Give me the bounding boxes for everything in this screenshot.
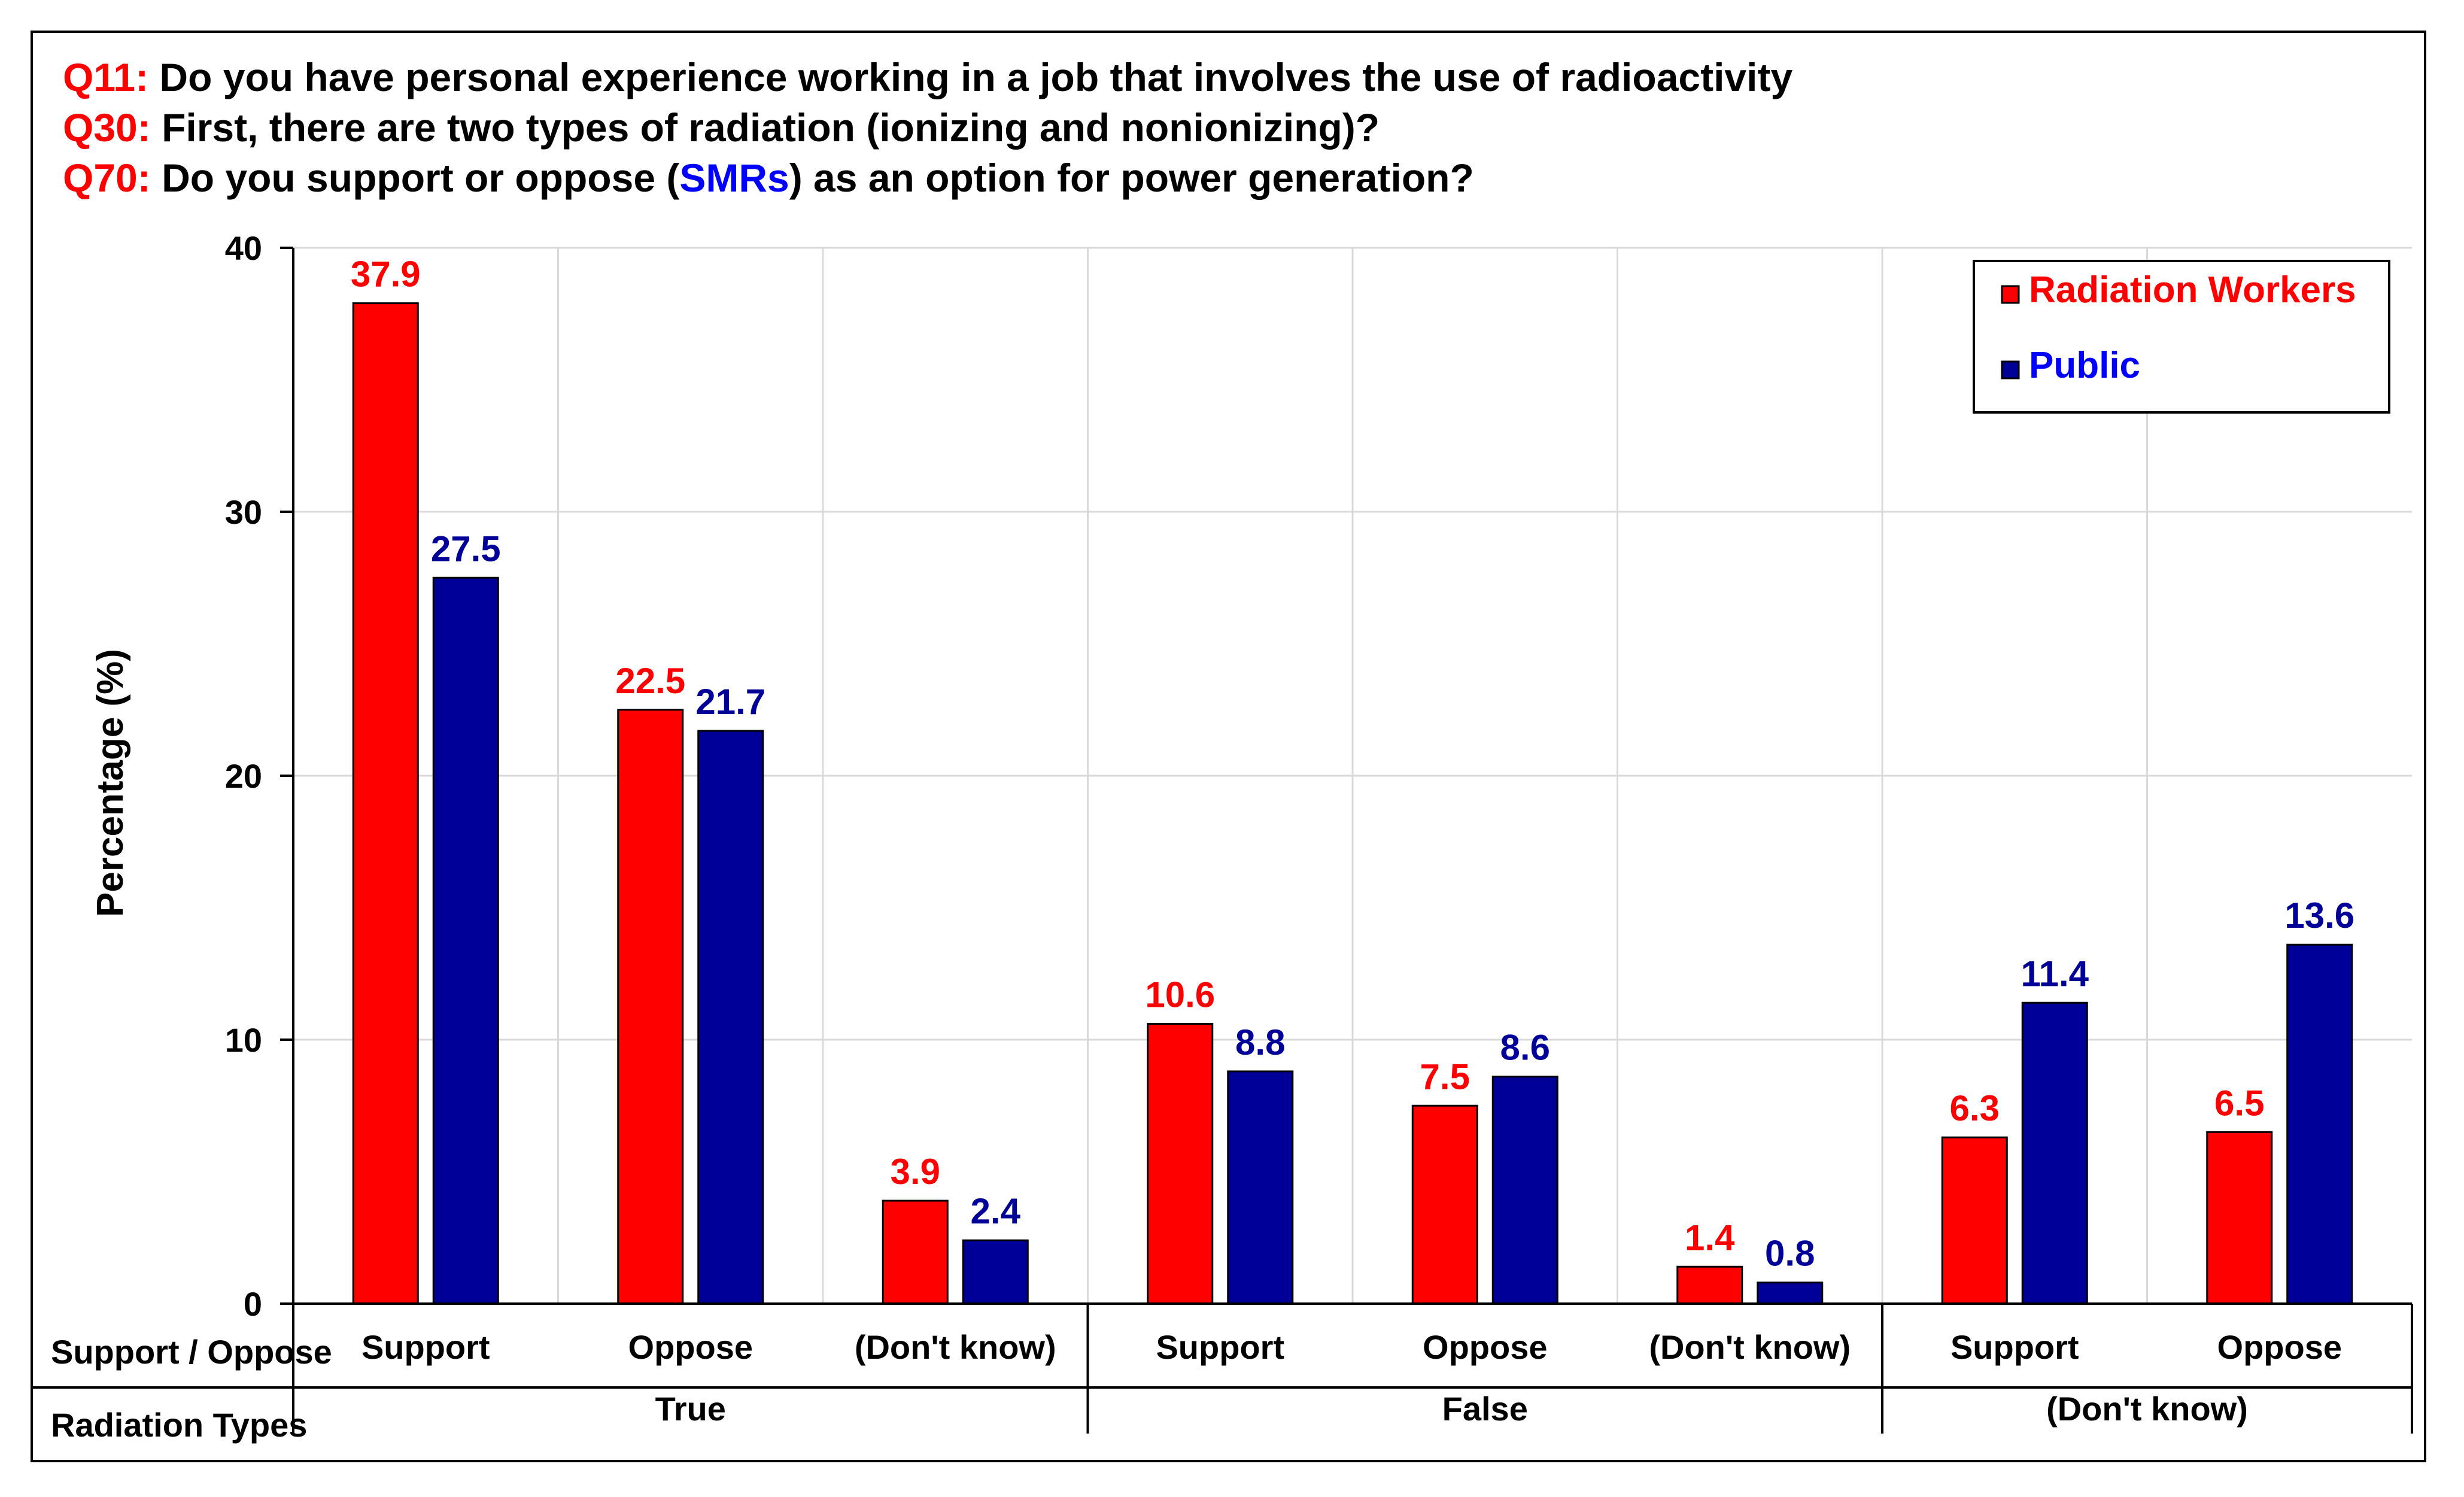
bar bbox=[1227, 1070, 1294, 1305]
title-line-3: Q70: Do you support or oppose (SMRs) as … bbox=[63, 156, 1474, 200]
y-tick-label: 40 bbox=[225, 229, 262, 267]
y-tick-label: 30 bbox=[225, 493, 262, 531]
bar bbox=[2021, 1001, 2088, 1305]
category-label: Oppose bbox=[1423, 1328, 1547, 1366]
question-text: Do you have personal experience working … bbox=[148, 55, 1792, 99]
bar bbox=[2206, 1131, 2273, 1305]
data-label: 13.6 bbox=[2284, 895, 2354, 936]
outer-border bbox=[31, 31, 2426, 1462]
y-axis-title: Percentage (%) bbox=[90, 649, 131, 917]
bar bbox=[352, 302, 419, 1305]
bar bbox=[2286, 943, 2353, 1305]
y-tick-label: 20 bbox=[225, 757, 262, 795]
value-labels: 37.9 22.5 3.9 10.6 7.5 1.4 6.3 6.5 27.5 21.7 2.4 8.… bbox=[351, 254, 2354, 1274]
group-label: True bbox=[655, 1390, 726, 1428]
category-axis: True False (Don't know) Support Oppose (Don't… bbox=[32, 1304, 2413, 1444]
bar bbox=[1147, 1023, 1214, 1305]
bar bbox=[1491, 1076, 1558, 1305]
row-label-categories: Support / Oppose bbox=[51, 1333, 332, 1371]
data-label: 0.8 bbox=[1765, 1234, 1815, 1274]
bar bbox=[1941, 1136, 2008, 1305]
bar bbox=[962, 1239, 1029, 1305]
data-label: 8.8 bbox=[1235, 1022, 1285, 1062]
question-id: Q30: bbox=[63, 105, 151, 150]
title-line-1: Q11: Do you have personal experience wor… bbox=[63, 55, 1792, 99]
data-label: 22.5 bbox=[615, 661, 685, 701]
legend-swatch bbox=[2001, 360, 2020, 379]
question-id: Q70: bbox=[63, 156, 151, 200]
bar bbox=[882, 1200, 949, 1305]
y-tick-label: 10 bbox=[225, 1021, 262, 1059]
bar bbox=[1676, 1265, 1743, 1305]
bar bbox=[432, 576, 499, 1305]
question-id: Q11: bbox=[63, 55, 148, 99]
category-label: Support bbox=[1950, 1328, 2079, 1366]
bar bbox=[1757, 1282, 1824, 1305]
data-label: 21.7 bbox=[695, 682, 765, 722]
question-text: First, there are two types of radiation … bbox=[151, 105, 1380, 150]
legend: Radiation Workers Public bbox=[1973, 260, 2390, 414]
bars bbox=[352, 302, 2353, 1305]
legend-box bbox=[1973, 260, 2390, 414]
category-label: (Don't know) bbox=[1649, 1328, 1851, 1366]
row-label-groups: Radiation Types bbox=[51, 1406, 307, 1444]
highlight-term: SMRs bbox=[679, 156, 789, 200]
data-label: 6.3 bbox=[1950, 1088, 2000, 1128]
y-tick-label: 0 bbox=[244, 1285, 262, 1323]
data-label: 2.4 bbox=[971, 1191, 1021, 1231]
category-label: Support bbox=[361, 1328, 490, 1366]
data-label: 11.4 bbox=[2021, 954, 2089, 994]
question-text: Do you support or oppose ( bbox=[151, 156, 680, 200]
group-label: (Don't know) bbox=[2046, 1390, 2248, 1428]
data-label: 8.6 bbox=[1500, 1028, 1550, 1068]
question-text: ) as an option for power generation? bbox=[789, 156, 1474, 200]
bar bbox=[1411, 1104, 1478, 1305]
data-label: 6.5 bbox=[2214, 1083, 2264, 1123]
legend-swatch bbox=[2001, 285, 2020, 304]
category-label: (Don't know) bbox=[855, 1328, 1056, 1366]
bar bbox=[617, 709, 684, 1305]
category-label: Support bbox=[1156, 1328, 1284, 1366]
category-label: Oppose bbox=[628, 1328, 753, 1366]
data-label: 3.9 bbox=[891, 1152, 940, 1192]
legend-entry: Public bbox=[2029, 345, 2140, 386]
chart-title: Q11: Do you have personal experience wor… bbox=[63, 55, 1792, 200]
data-label: 1.4 bbox=[1685, 1217, 1735, 1258]
group-label: False bbox=[1442, 1390, 1528, 1428]
category-label: Oppose bbox=[2217, 1328, 2342, 1366]
data-label: 37.9 bbox=[351, 254, 421, 294]
data-label: 10.6 bbox=[1145, 975, 1215, 1015]
axes: 0 10 20 30 40 bbox=[225, 229, 2412, 1323]
legend-entry: Radiation Workers bbox=[2029, 269, 2356, 311]
data-label: 7.5 bbox=[1420, 1056, 1470, 1097]
bar bbox=[697, 730, 764, 1305]
title-line-2: Q30: First, there are two types of radia… bbox=[63, 105, 1380, 150]
data-label: 27.5 bbox=[431, 529, 501, 569]
